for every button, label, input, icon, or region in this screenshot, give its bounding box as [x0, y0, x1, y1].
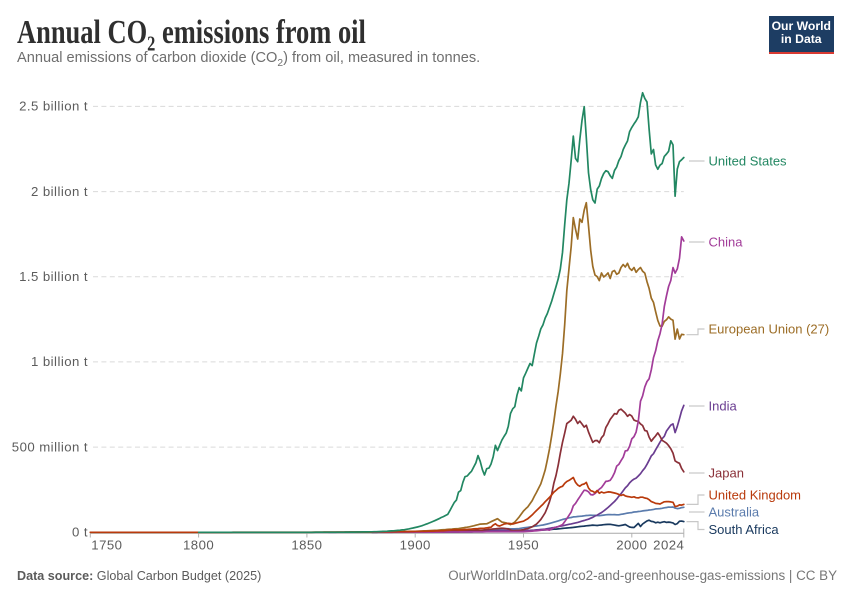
svg-text:1.5 billion t: 1.5 billion t — [19, 269, 88, 284]
svg-text:United Kingdom: United Kingdom — [709, 487, 802, 502]
svg-text:Japan: Japan — [709, 465, 744, 480]
svg-text:1900: 1900 — [400, 537, 431, 552]
svg-text:European Union (27): European Union (27) — [709, 321, 830, 336]
svg-text:China: China — [709, 234, 744, 249]
svg-text:1950: 1950 — [508, 537, 539, 552]
svg-text:500 million t: 500 million t — [12, 439, 88, 454]
svg-text:1800: 1800 — [183, 537, 214, 552]
svg-text:1850: 1850 — [291, 537, 322, 552]
svg-text:2000: 2000 — [616, 537, 647, 552]
svg-text:Australia: Australia — [709, 504, 760, 519]
svg-text:2 billion t: 2 billion t — [31, 184, 88, 199]
svg-text:United States: United States — [709, 153, 788, 168]
svg-text:South Africa: South Africa — [709, 522, 780, 537]
svg-text:1750: 1750 — [91, 537, 122, 552]
svg-text:1 billion t: 1 billion t — [31, 354, 88, 369]
svg-text:0 t: 0 t — [72, 525, 88, 540]
svg-text:India: India — [709, 398, 738, 413]
svg-text:2024: 2024 — [653, 537, 684, 552]
svg-text:2.5 billion t: 2.5 billion t — [19, 99, 88, 114]
